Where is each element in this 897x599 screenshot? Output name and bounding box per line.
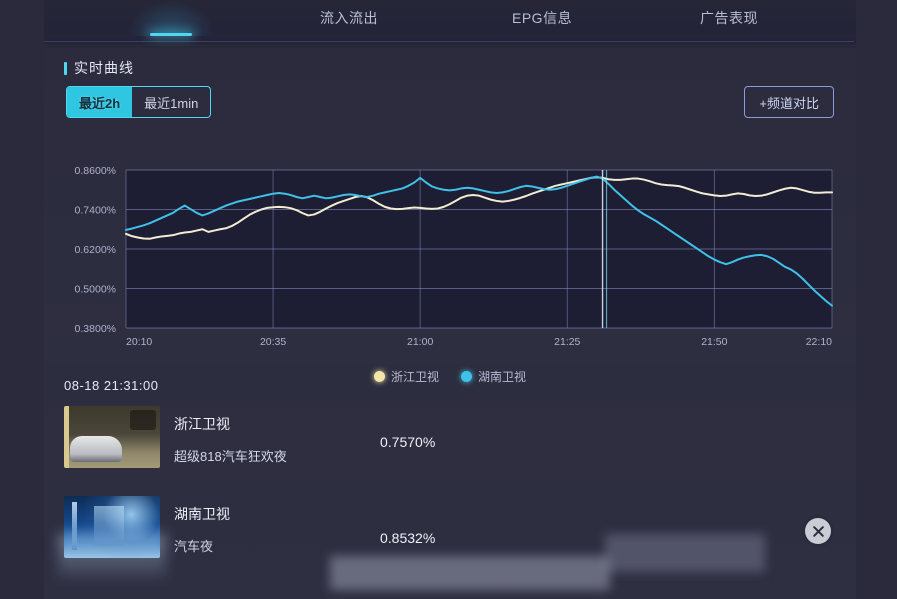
svg-text:0.7400%: 0.7400% [75,205,116,217]
svg-text:0.8600%: 0.8600% [75,165,116,177]
svg-text:0.3800%: 0.3800% [75,323,116,335]
program-name: 超级818汽车狂欢夜 [174,449,287,464]
svg-text:20:10: 20:10 [126,336,152,348]
active-tab-indicator [150,33,192,36]
legend-dot-hunan [461,371,472,382]
svg-text:22:10: 22:10 [806,336,832,348]
chart-legend: 浙江卫视 湖南卫视 [44,368,856,385]
legend-item-zhejiang[interactable]: 浙江卫视 [373,368,439,385]
program-name: 汽车夜 [174,539,214,554]
stage-thumbnail[interactable] [64,496,160,558]
program-list: 08-18 21:31:00 浙江卫视 超级818汽车狂欢夜 0.7570% 湖… [44,378,856,578]
list-timestamp: 08-18 21:31:00 [64,378,159,393]
car-thumbnail[interactable] [64,406,160,468]
channel-name: 浙江卫视 [174,416,230,432]
svg-text:21:25: 21:25 [554,336,580,348]
section-title-text: 实时曲线 [74,60,134,76]
tab-bar-divider [44,41,854,42]
svg-text:0.5000%: 0.5000% [75,284,116,296]
time-range-toggle[interactable]: 最近2h 最近1min [66,86,212,118]
close-icon[interactable] [805,518,831,544]
list-item[interactable]: 浙江卫视 超级818汽车狂欢夜 0.7570% [64,406,844,480]
channel-name: 湖南卫视 [174,506,230,522]
realtime-line-chart[interactable]: 0.8600% 0.7400% 0.6200% 0.5000% 0.3800% 20:10… [64,158,844,358]
title-accent-bar [64,61,67,75]
realtime-curve-card: 实时曲线 最近2h 最近1min +频道对比 08-18 22:10:00 0.… [44,48,856,384]
legend-label-zhejiang: 浙江卫视 [390,370,439,384]
toggle-option-1min[interactable]: 最近1min [144,95,199,111]
list-item[interactable]: 湖南卫视 汽车夜 0.8532% [64,496,844,570]
rating-value: 0.8532% [380,530,436,546]
svg-text:0.6200%: 0.6200% [75,244,116,256]
svg-text:21:50: 21:50 [701,336,727,348]
list-item-text: 湖南卫视 汽车夜 [174,496,374,555]
legend-dot-zhejiang [373,371,385,382]
tab-list: 流入流出 EPG信息 广告表现 [0,0,897,41]
tab-epg-info[interactable]: EPG信息 [512,10,573,26]
top-tab-bar: 流入流出 EPG信息 广告表现 [0,0,897,44]
rating-value: 0.7570% [380,434,436,450]
tab-inflow-outflow[interactable]: 流入流出 [320,10,378,26]
svg-text:21:00: 21:00 [407,336,433,348]
list-item-text: 浙江卫视 超级818汽车狂欢夜 [174,406,374,465]
toggle-option-2h[interactable]: 最近2h [67,87,133,117]
section-title: 实时曲线 [64,58,134,78]
svg-text:20:35: 20:35 [260,336,286,348]
chart-svg: 0.8600% 0.7400% 0.6200% 0.5000% 0.3800% 20:10… [75,165,833,348]
legend-item-hunan[interactable]: 湖南卫视 [461,368,526,385]
legend-label-hunan: 湖南卫视 [478,370,527,384]
add-channel-compare-button[interactable]: +频道对比 [744,86,834,118]
tab-ad-performance[interactable]: 广告表现 [700,10,758,26]
